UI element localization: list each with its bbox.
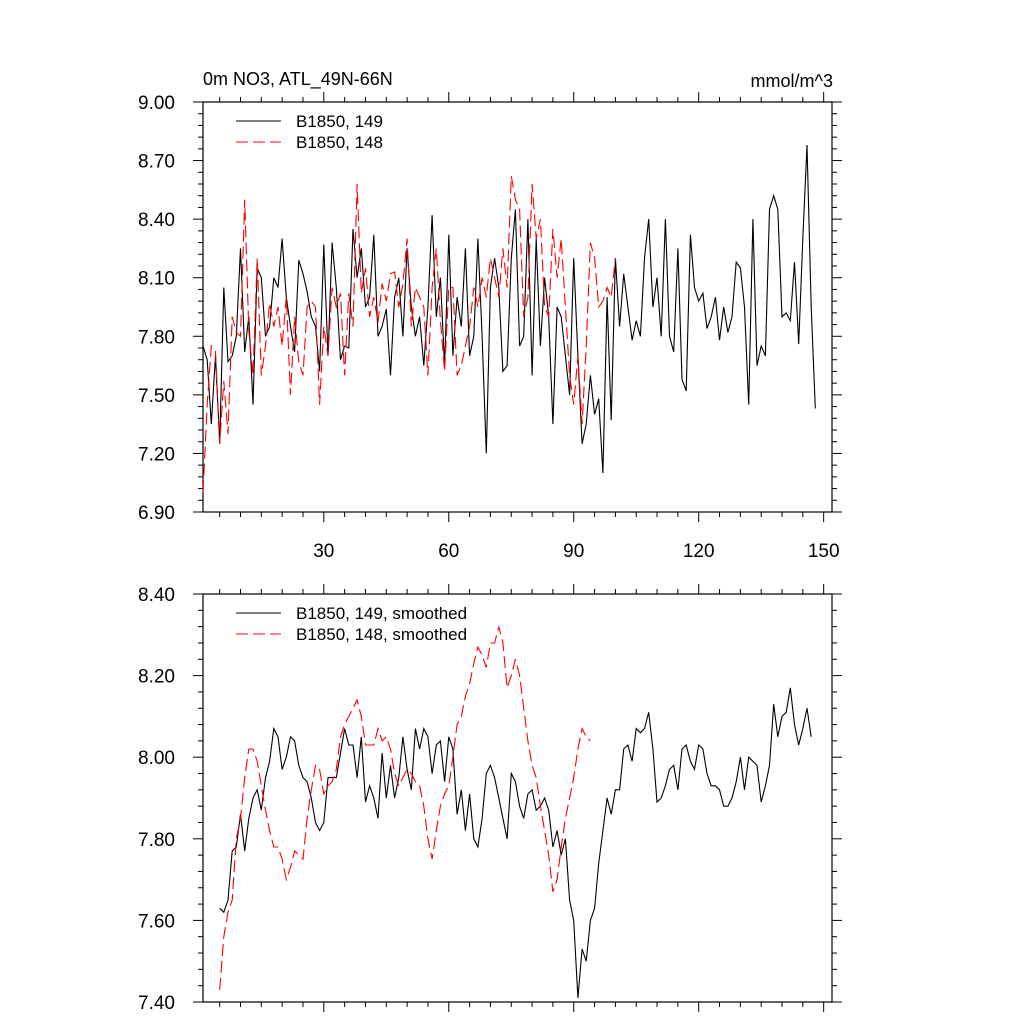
y-tick-label: 8.00	[138, 748, 175, 769]
y-tick-label: 8.20	[138, 667, 175, 688]
x-tick-label: 60	[438, 541, 459, 562]
x-tick-label: 150	[808, 541, 840, 562]
y-tick-label: 8.10	[138, 269, 175, 290]
x-tick-label: 90	[563, 541, 584, 562]
chart-title: 0m NO3, ATL_49N-66N	[203, 69, 393, 90]
top-panel: 6.90 7.20 7.50 7.80 8.10 8.40 8.70 9.00 30 60 90 12…	[138, 92, 842, 562]
y-tick-label: 8.70	[138, 152, 175, 173]
x-tick-label: 120	[683, 541, 715, 562]
y-tick-label: 9.00	[138, 93, 175, 114]
y-tick-label: 6.90	[138, 503, 175, 524]
series-line-2	[202, 176, 616, 493]
y-tick-label: 8.40	[138, 585, 175, 606]
series-line-2	[219, 626, 591, 990]
series-line-1	[202, 144, 816, 474]
y-tick-label: 7.80	[138, 327, 175, 348]
series-line-1	[219, 687, 812, 998]
plot-frame	[202, 593, 833, 1003]
legend-label: B1850, 148	[296, 133, 383, 152]
y-tick-label: 7.50	[138, 386, 175, 407]
y-tick-label: 7.60	[138, 911, 175, 932]
legend-label: B1850, 149, smoothed	[296, 604, 467, 623]
legend-label: B1850, 148, smoothed	[296, 625, 467, 644]
y-tick-label: 7.80	[138, 830, 175, 851]
legend-label: B1850, 149	[296, 112, 383, 131]
y-tick-label: 7.40	[138, 993, 175, 1014]
plot-frame	[202, 101, 833, 513]
y-tick-label: 7.20	[138, 444, 175, 465]
y-tick-label: 8.40	[138, 210, 175, 231]
units-label: mmol/m^3	[751, 71, 833, 91]
x-tick-label: 30	[313, 541, 334, 562]
bottom-panel: 7.40 7.60 7.80 8.00 8.20 8.40 B1850, 149, smoo…	[138, 584, 842, 1014]
